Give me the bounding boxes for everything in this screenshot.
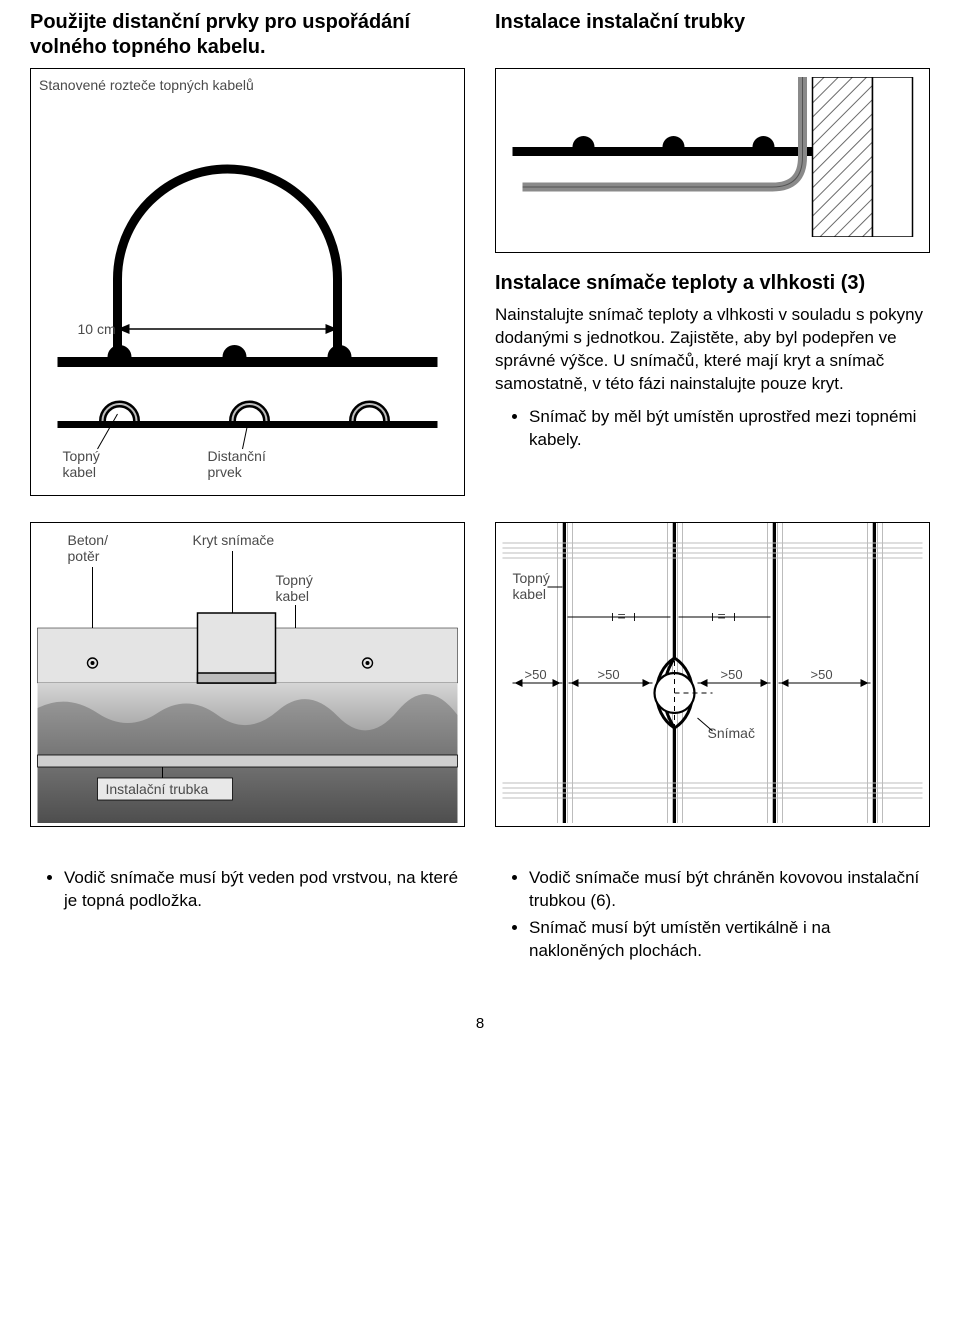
bottom-left-bullet-1: Vodič snímače musí být veden pod vrstvou…	[64, 867, 465, 913]
svg-text:>50: >50	[721, 667, 743, 682]
figure3-svg: Beton/ potěr Kryt snímače Topný kabel	[31, 523, 464, 823]
figure1-svg: 10 cm	[39, 99, 456, 489]
left-heading: Použijte distanční prvky pro uspořádání …	[30, 10, 465, 60]
sensor-bullets: Snímač by měl být umístěn uprostřed mezi…	[495, 406, 930, 452]
figure1-dim: 10 cm	[78, 321, 116, 337]
sensor-bullet-1: Snímač by měl být umístěn uprostřed mezi…	[529, 406, 930, 452]
svg-text:kabel: kabel	[513, 586, 546, 602]
figure3-label-beton: Beton/	[68, 532, 109, 548]
sensor-heading: Instalace snímače teploty a vlhkosti (3)	[495, 271, 930, 296]
svg-text:>50: >50	[811, 667, 833, 682]
bottom-bullets-row: Vodič snímače musí být veden pod vrstvou…	[30, 867, 930, 975]
figure3-label-tube: Instalační trubka	[106, 781, 209, 797]
svg-text:kabel: kabel	[276, 588, 309, 604]
figure4-label-cable: Topný	[513, 570, 550, 586]
figure1-label-cable: Topný	[63, 448, 100, 464]
svg-text:potěr: potěr	[68, 548, 100, 564]
figure-cable-spacing: Stanovené rozteče topných kabelů 10 cm	[30, 68, 465, 496]
bottom-left-bullets: Vodič snímače musí být veden pod vrstvou…	[30, 867, 465, 913]
svg-text:prvek: prvek	[208, 464, 243, 480]
svg-text:=: =	[618, 608, 626, 624]
bottom-right-bullet-2: Snímač musí být umístěn vertikálně i na …	[529, 917, 930, 963]
figure2-svg	[504, 77, 921, 237]
figure-sensor-plan: Topný kabel Snímač = = >50	[495, 522, 930, 827]
svg-text:=: =	[718, 608, 726, 624]
svg-text:kabel: kabel	[63, 464, 96, 480]
top-heading-row: Použijte distanční prvky pro uspořádání …	[30, 10, 930, 68]
figure1-title: Stanovené rozteče topných kabelů	[39, 77, 456, 93]
svg-text:>50: >50	[525, 667, 547, 682]
bottom-right-bullet-1: Vodič snímače musí být chráněn kovovou i…	[529, 867, 930, 913]
figure3-label-cover: Kryt snímače	[193, 532, 275, 548]
figure1-label-spacer: Distanční	[208, 448, 266, 464]
page-number: 8	[30, 1015, 930, 1032]
sensor-para: Nainstalujte snímač teploty a vlhkosti v…	[495, 304, 930, 396]
figure-cross-section: Beton/ potěr Kryt snímače Topný kabel	[30, 522, 465, 827]
figure-row-2: Beton/ potěr Kryt snímače Topný kabel	[30, 522, 930, 845]
figure3-label-cable: Topný	[276, 572, 313, 588]
figure-tube-wall	[495, 68, 930, 253]
right-heading: Instalace instalační trubky	[495, 10, 930, 35]
figure-row-1: Stanovené rozteče topných kabelů 10 cm	[30, 68, 930, 514]
svg-text:>50: >50	[598, 667, 620, 682]
bottom-right-bullets: Vodič snímače musí být chráněn kovovou i…	[495, 867, 930, 963]
figure4-label-sensor: Snímač	[708, 725, 755, 741]
figure4-svg: Topný kabel Snímač = = >50	[496, 523, 929, 823]
